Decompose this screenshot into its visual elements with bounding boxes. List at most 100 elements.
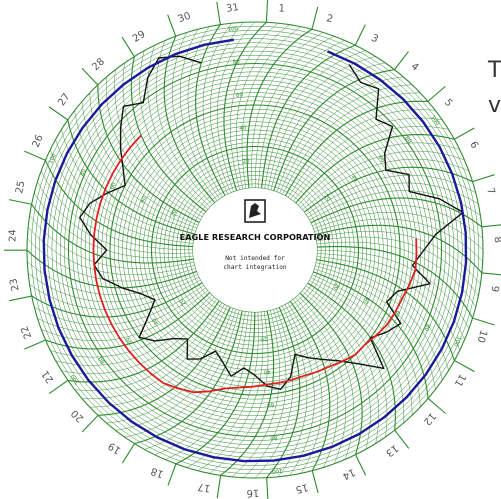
- grid-arc: [313, 211, 484, 250]
- grid-ring: [150, 145, 360, 355]
- grid-arc: [49, 149, 194, 244]
- grid-arc: [290, 117, 443, 200]
- scale-label: 20: [323, 194, 332, 204]
- day-label: 18: [149, 465, 165, 480]
- grid-arc: [122, 62, 205, 215]
- grid-arc: [34, 192, 194, 259]
- day-label: 19: [106, 440, 123, 456]
- grid-arc: [299, 150, 465, 208]
- grid-arc: [139, 50, 209, 210]
- day-label: 9: [489, 285, 501, 292]
- day-tick: [355, 454, 367, 476]
- grid-arc: [241, 26, 301, 189]
- day-labels: 1234567891011121314151617181920212223242…: [3, 0, 501, 499]
- grid-arc: [297, 294, 355, 460]
- grid-arc: [223, 21, 267, 191]
- day-label: 27: [56, 92, 72, 109]
- grid-arc: [316, 249, 470, 330]
- day-label: 29: [131, 29, 148, 45]
- day-tick: [216, 1, 221, 25]
- grid-arc: [44, 159, 194, 248]
- series-trace: [42, 38, 468, 463]
- grid-arc: [202, 23, 232, 195]
- grid-arc: [295, 297, 347, 464]
- grid-arc: [292, 299, 339, 468]
- grid-arc: [292, 126, 449, 202]
- grid-arc: [165, 311, 252, 460]
- grid-ring: [35, 30, 475, 470]
- scale-label: 60: [109, 181, 118, 190]
- grid-arc: [26, 249, 197, 289]
- grid-arc: [216, 21, 255, 192]
- grid-arc: [114, 69, 203, 218]
- grid-ring: [138, 133, 372, 367]
- scale-label: 40: [239, 125, 247, 132]
- grid-ring: [126, 121, 384, 379]
- scale-label: 40: [151, 316, 160, 326]
- scale-label: 40: [263, 368, 271, 375]
- grid-ring: [30, 25, 480, 475]
- grid-arc: [29, 215, 195, 269]
- grid-arc: [163, 36, 216, 204]
- day-label: 23: [8, 277, 21, 292]
- grid-arc: [61, 129, 195, 238]
- grid-arc: [74, 302, 223, 391]
- grid-arc: [309, 190, 481, 221]
- day-tick: [48, 106, 69, 121]
- day-label: 30: [177, 11, 193, 26]
- grid-arc: [312, 271, 429, 399]
- day-tick: [81, 67, 99, 86]
- day-label: 24: [7, 229, 18, 242]
- grid-ring: [176, 171, 334, 329]
- grid-arc: [154, 311, 249, 456]
- grid-arc: [251, 32, 324, 189]
- scale-label: 60: [376, 155, 385, 165]
- grid-arc: [147, 45, 211, 208]
- grid-arc: [171, 32, 218, 201]
- center-note-line2: chart integration: [223, 264, 287, 271]
- grid: [26, 21, 484, 479]
- scale-label: 80: [232, 59, 240, 66]
- grid-arc: [105, 77, 202, 220]
- grid-arc: [284, 304, 315, 476]
- grid-ring: [113, 108, 397, 392]
- grid-arc: [267, 56, 376, 190]
- grid-arc: [314, 224, 483, 274]
- day-tick: [81, 414, 99, 433]
- grid-arc: [302, 158, 469, 210]
- grid-arc: [310, 277, 413, 416]
- grid-arc: [89, 305, 228, 408]
- day-tick: [24, 339, 46, 350]
- grid-arc: [115, 309, 237, 431]
- grid-arc: [243, 309, 287, 478]
- day-tick: [454, 360, 475, 373]
- grid-arc: [287, 302, 323, 474]
- grid-arc: [314, 265, 443, 381]
- grid-arc: [316, 253, 465, 340]
- day-label: 12: [421, 410, 438, 427]
- day-tick: [266, 477, 269, 499]
- grid-arc: [310, 197, 483, 228]
- grid-arc: [45, 292, 211, 350]
- grid-ring: [72, 67, 438, 433]
- side-text-line2: v: [488, 93, 501, 118]
- grid-arc: [260, 44, 356, 189]
- grid-arc: [41, 290, 208, 342]
- grid-arc: [311, 274, 421, 408]
- grid-arc: [314, 218, 483, 262]
- scale-label: 40: [362, 296, 371, 305]
- day-label: 25: [14, 180, 27, 195]
- day-tick: [216, 475, 222, 499]
- scale-label: 80: [79, 168, 88, 177]
- day-tick: [8, 199, 32, 205]
- grid-arc: [276, 76, 404, 192]
- grid-arc: [255, 308, 294, 479]
- grid-arc: [246, 28, 313, 189]
- scale-label: 100: [227, 26, 239, 33]
- center-disc: [193, 188, 317, 312]
- grid-arc: [179, 29, 220, 200]
- scale-label: 80: [422, 323, 431, 332]
- grid-arc: [34, 285, 205, 326]
- day-tick: [481, 224, 501, 228]
